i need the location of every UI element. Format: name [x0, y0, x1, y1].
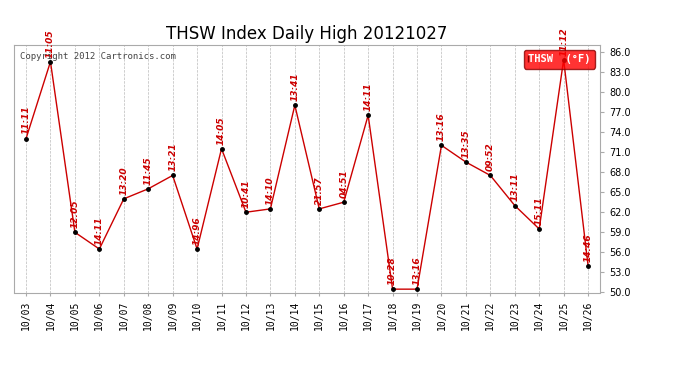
Legend: THSW  (°F): THSW (°F): [524, 50, 595, 69]
Text: 14:10: 14:10: [266, 176, 275, 205]
Text: 13:11: 13:11: [511, 173, 520, 201]
Text: 13:16: 13:16: [437, 112, 446, 141]
Text: 14:11: 14:11: [95, 216, 103, 245]
Text: 10:28: 10:28: [388, 256, 397, 285]
Text: 12:05: 12:05: [70, 200, 79, 228]
Text: 04:51: 04:51: [339, 170, 348, 198]
Text: 11:11: 11:11: [21, 106, 30, 135]
Text: 15:11: 15:11: [535, 196, 544, 225]
Text: 09:52: 09:52: [486, 142, 495, 171]
Text: 13:21: 13:21: [168, 142, 177, 171]
Text: 13:20: 13:20: [119, 166, 128, 195]
Text: 11:12: 11:12: [559, 27, 568, 56]
Text: Copyright 2012 Cartronics.com: Copyright 2012 Cartronics.com: [19, 53, 175, 62]
Text: 14:46: 14:46: [584, 233, 593, 262]
Text: 10:41: 10:41: [241, 180, 250, 208]
Text: 14:05: 14:05: [217, 116, 226, 144]
Text: 11:45: 11:45: [144, 156, 152, 184]
Title: THSW Index Daily High 20121027: THSW Index Daily High 20121027: [166, 26, 448, 44]
Text: 13:16: 13:16: [413, 256, 422, 285]
Text: 21:57: 21:57: [315, 176, 324, 205]
Text: 11:05: 11:05: [46, 29, 55, 57]
Text: 13:35: 13:35: [462, 129, 471, 158]
Text: 14:11: 14:11: [364, 82, 373, 111]
Text: 13:41: 13:41: [290, 72, 299, 101]
Text: 14:96: 14:96: [193, 216, 201, 245]
